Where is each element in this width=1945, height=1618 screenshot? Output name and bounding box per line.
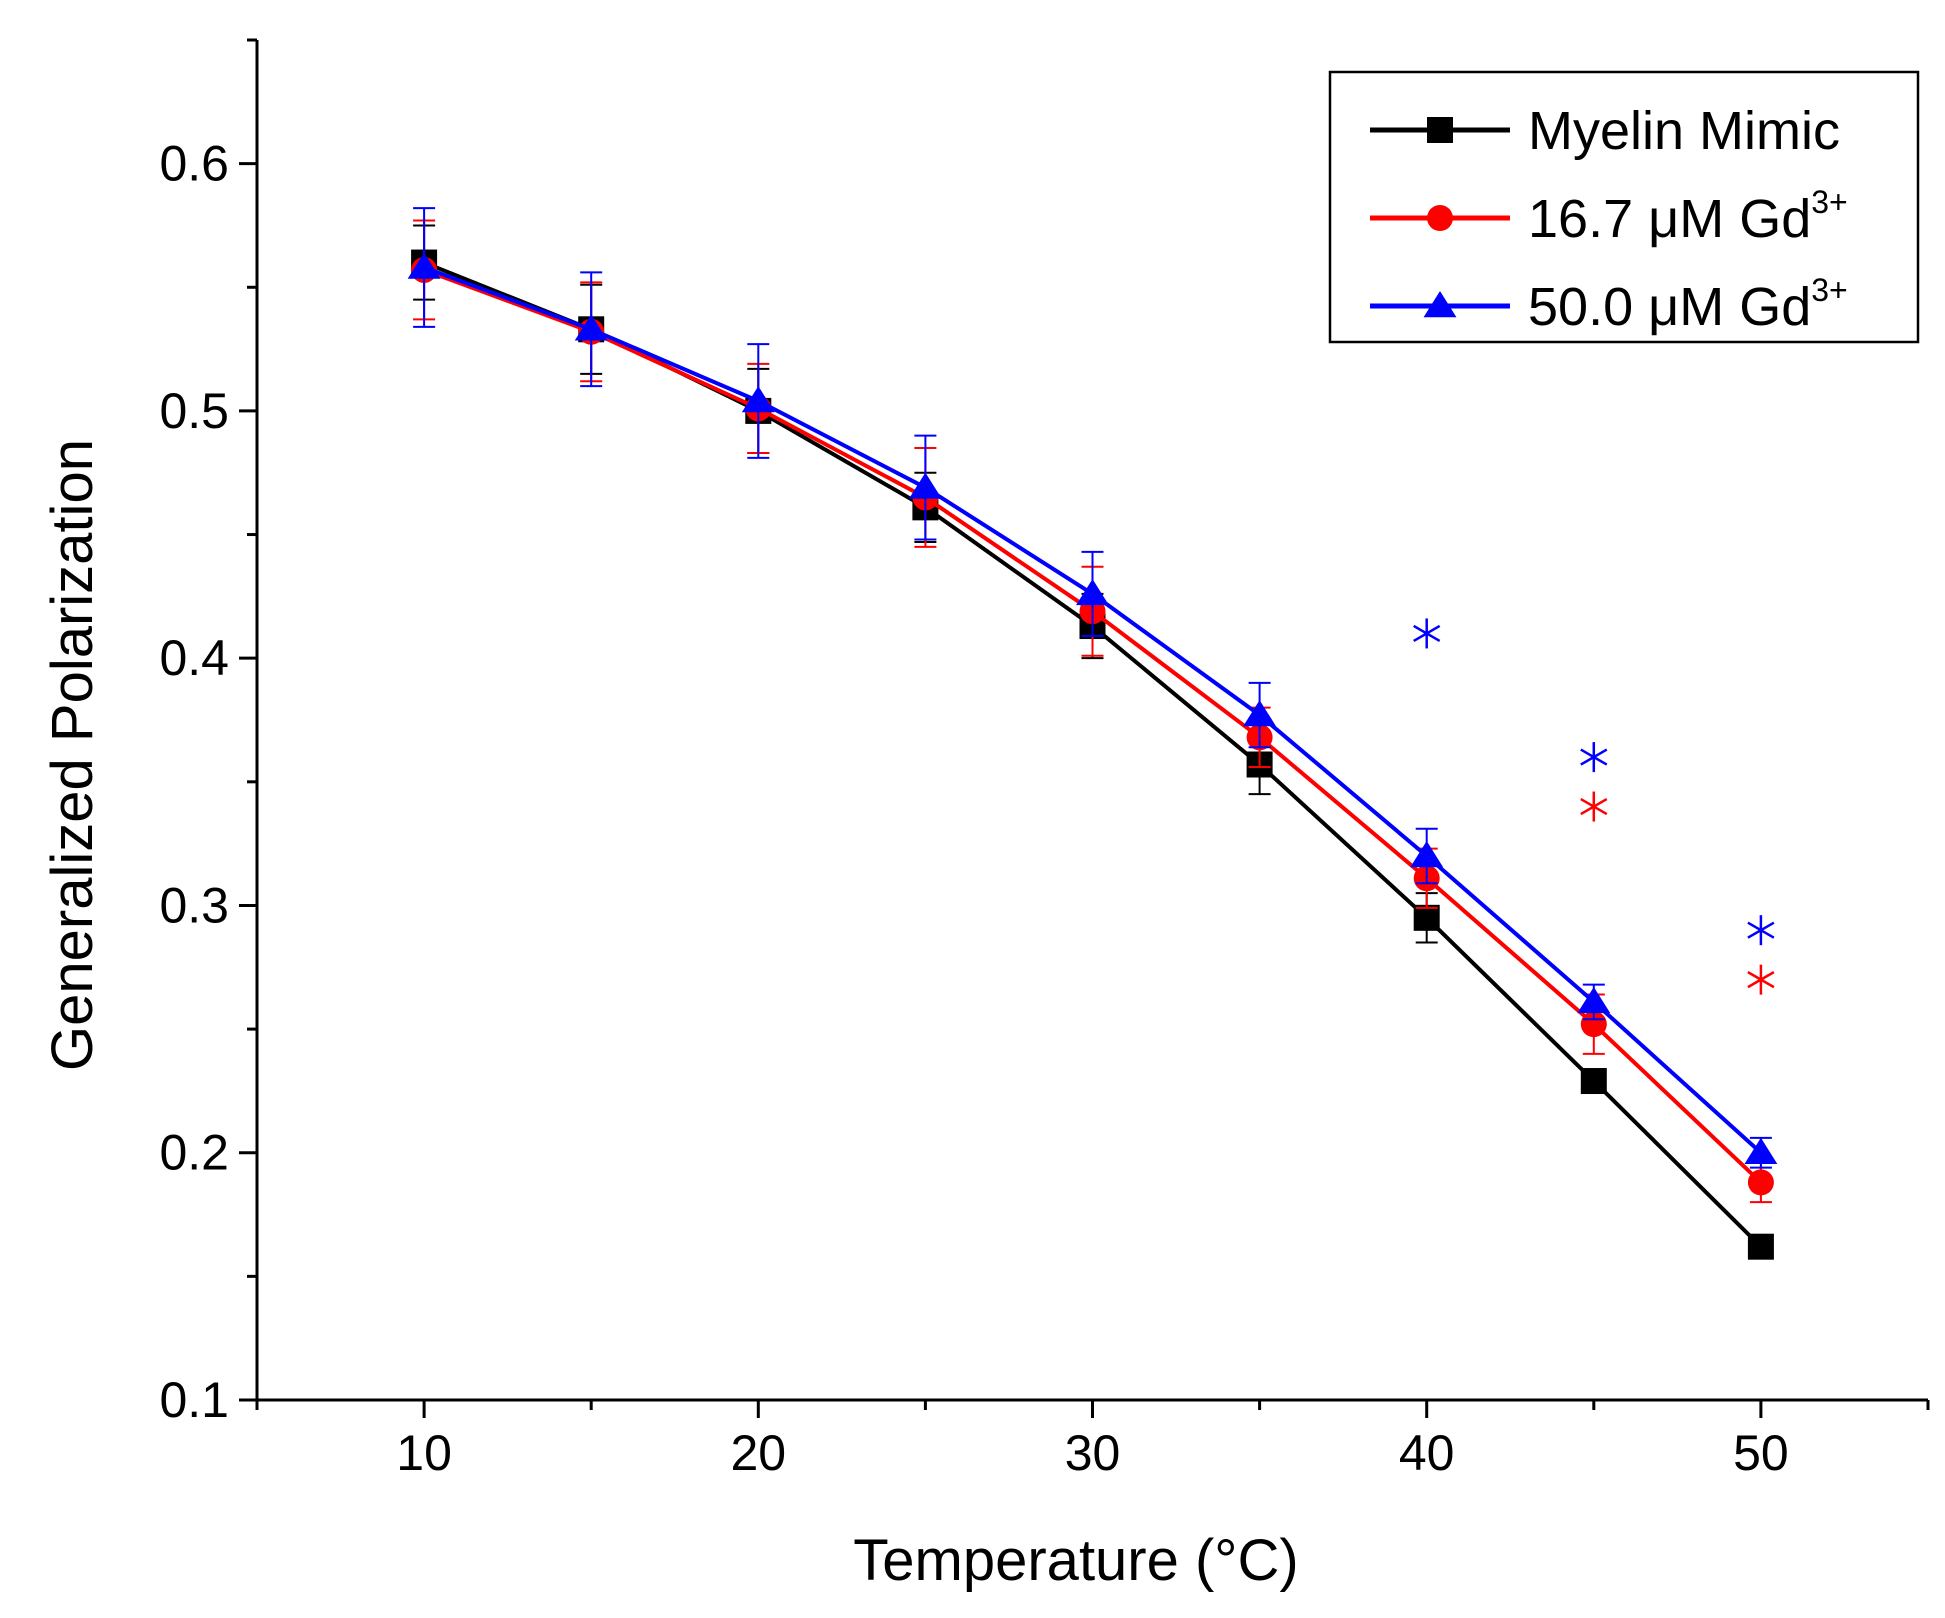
triangle-marker [1410, 841, 1444, 868]
legend-item: 50.0 μM Gd3+ [1370, 272, 1848, 337]
y-tick-label: 0.3 [159, 877, 229, 933]
legend-label: Myelin Mimic [1528, 101, 1840, 161]
y-tick-label: 0.6 [159, 136, 229, 192]
circle-marker [1427, 205, 1453, 231]
x-tick-label: 30 [1065, 1425, 1121, 1481]
legend-label-superscript: 3+ [1811, 272, 1847, 308]
triangle-marker [1423, 291, 1457, 318]
legend-item: Myelin Mimic [1370, 101, 1840, 161]
axes: 0.1 0.2 0.3 0.4 0.5 0.6 10 20 30 40 50 [159, 38, 1930, 1481]
y-tick-label: 0.5 [159, 383, 229, 439]
triangle-marker [407, 252, 441, 279]
square-marker [1427, 117, 1453, 143]
legend-label: 16.7 μM Gd3+ [1528, 184, 1848, 249]
triangle-marker [1577, 986, 1611, 1014]
annotation-layer [1413, 618, 1775, 995]
series-layer [407, 207, 1778, 1260]
legend-label-main: Myelin Mimic [1528, 101, 1840, 161]
series-line [423, 260, 1763, 1249]
y-tick-label: 0.4 [159, 630, 229, 686]
triangle-marker [908, 472, 942, 499]
x-axis-title: Temperature (°C) [853, 1528, 1298, 1593]
square-marker [1747, 1233, 1774, 1260]
legend-label: 50.0 μM Gd3+ [1528, 272, 1848, 337]
circle-marker [1747, 1169, 1774, 1196]
legend-label-main: 50.0 μM Gd [1528, 277, 1811, 337]
square-marker [1580, 1068, 1607, 1095]
x-tick-label: 20 [730, 1425, 786, 1481]
triangle-marker [1243, 700, 1277, 727]
series-line [423, 265, 1763, 1155]
legend-item: 16.7 μM Gd3+ [1370, 184, 1848, 249]
triangle-marker [1076, 578, 1109, 606]
asterisk-stroke [1413, 624, 1441, 643]
asterisk-marker [1580, 791, 1608, 822]
series-1 [411, 224, 1774, 1260]
triangle-marker [741, 386, 775, 413]
y-tick-label: 0.2 [159, 1125, 229, 1181]
asterisk-marker [1580, 742, 1608, 773]
asterisk-stroke [1747, 921, 1775, 939]
y-axis-title: Generalized Polarization [40, 439, 105, 1071]
y-tick-label: 0.1 [159, 1372, 229, 1428]
series-3 [407, 207, 1778, 1169]
circle-marker [1580, 1011, 1607, 1038]
asterisk-marker [1747, 964, 1775, 995]
asterisk-stroke [1580, 797, 1608, 816]
square-marker [1413, 904, 1440, 931]
asterisk-marker [1747, 915, 1775, 946]
x-tick-label: 40 [1399, 1425, 1455, 1481]
legend-label-superscript: 3+ [1811, 184, 1847, 220]
asterisk-marker [1413, 618, 1441, 649]
triangle-marker [574, 314, 608, 341]
asterisk-stroke [1580, 748, 1608, 766]
triangle-marker [1744, 1137, 1778, 1164]
asterisk-stroke [1747, 971, 1775, 989]
x-tick-label: 50 [1733, 1425, 1789, 1481]
x-tick-label: 10 [396, 1425, 452, 1481]
series-line [423, 268, 1763, 1184]
legend-label-main: 16.7 μM Gd [1528, 189, 1811, 249]
